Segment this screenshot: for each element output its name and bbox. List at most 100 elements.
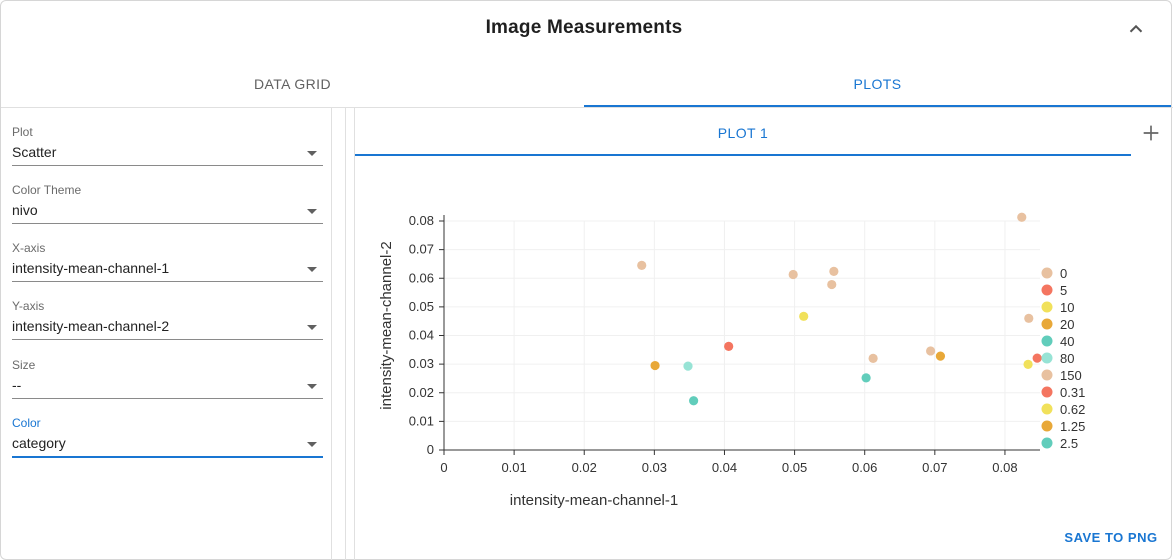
tab-plot-1[interactable]: PLOT 1 — [717, 125, 769, 141]
data-point — [1017, 212, 1027, 222]
legend-swatch — [1041, 369, 1053, 381]
field-underline — [12, 281, 323, 282]
y-tick-label: 0.07 — [409, 242, 434, 257]
y-tick-label: 0 — [427, 442, 434, 457]
data-point — [637, 260, 647, 270]
legend-label: 2.5 — [1060, 436, 1078, 451]
data-point — [650, 360, 660, 371]
plot-controls-sidebar: Plot Scatter Color Theme nivo X-axis int… — [1, 108, 331, 560]
legend-label: 10 — [1060, 300, 1074, 315]
dropdown-arrow-icon — [307, 151, 317, 156]
x-tick-label: 0.01 — [501, 460, 526, 475]
legend-swatch — [1041, 318, 1053, 330]
data-point — [829, 266, 839, 276]
data-point — [935, 351, 946, 361]
dropdown-arrow-icon — [307, 384, 317, 389]
data-point — [861, 373, 871, 383]
x-axis-value: intensity-mean-channel-1 — [12, 260, 170, 276]
dropdown-arrow-icon — [307, 442, 317, 447]
plot-area-border — [354, 108, 355, 560]
tab-indicator — [584, 105, 1171, 107]
color-select[interactable]: Color category — [12, 416, 323, 462]
x-tick-label: 0.07 — [922, 460, 947, 475]
plot-tab-indicator — [355, 154, 1131, 156]
field-underline — [12, 398, 323, 399]
y-tick-label: 0.04 — [409, 328, 434, 343]
color-theme-value: nivo — [12, 202, 38, 218]
field-underline — [12, 339, 323, 340]
legend-label: 5 — [1060, 283, 1067, 298]
legend-label: 0.62 — [1060, 402, 1085, 417]
y-tick-label: 0.08 — [409, 213, 434, 228]
tabs-divider — [1, 107, 1173, 108]
color-value: category — [12, 435, 66, 451]
panel-title: Image Measurements — [485, 17, 683, 38]
x-axis-title: intensity-mean-channel-1 — [510, 492, 678, 509]
legend-swatch — [1041, 267, 1053, 279]
resize-handle[interactable] — [345, 108, 346, 560]
color-theme-select[interactable]: Color Theme nivo — [12, 183, 323, 229]
legend-label: 150 — [1060, 368, 1082, 383]
data-point — [788, 269, 798, 280]
legend-label: 80 — [1060, 351, 1074, 366]
legend-label: 20 — [1060, 317, 1074, 332]
legend-label: 0 — [1060, 266, 1067, 281]
legend-swatch — [1041, 437, 1053, 449]
legend-swatch — [1041, 420, 1053, 432]
y-tick-label: 0.01 — [409, 413, 434, 428]
data-point — [1032, 353, 1042, 363]
save-to-png-button[interactable]: SAVE TO PNG — [1064, 530, 1158, 545]
size-select[interactable]: Size -- — [12, 358, 323, 404]
chevron-up-icon[interactable] — [1125, 18, 1147, 40]
tab-plots[interactable]: PLOTS — [853, 76, 902, 92]
dropdown-arrow-icon — [307, 267, 317, 272]
y-axis-select[interactable]: Y-axis intensity-mean-channel-2 — [12, 299, 323, 345]
data-point — [926, 346, 936, 356]
size-value: -- — [12, 377, 22, 393]
y-tick-label: 0.02 — [409, 385, 434, 400]
legend-label: 1.25 — [1060, 419, 1085, 434]
plot-type-select[interactable]: Plot Scatter — [12, 125, 323, 171]
plus-icon[interactable] — [1140, 122, 1162, 144]
dropdown-arrow-icon — [307, 325, 317, 330]
x-tick-label: 0.03 — [642, 460, 667, 475]
x-tick-label: 0.06 — [852, 460, 877, 475]
field-underline — [12, 456, 323, 458]
legend-swatch — [1041, 284, 1053, 296]
y-axis-title: intensity-mean-channel-2 — [378, 241, 395, 409]
legend-label: 40 — [1060, 334, 1074, 349]
legend-label: 0.31 — [1060, 385, 1085, 400]
tab-data-grid[interactable]: DATA GRID — [254, 76, 331, 92]
x-axis-label: X-axis — [12, 241, 46, 255]
color-label: Color — [12, 416, 41, 430]
data-point — [724, 341, 734, 351]
data-point — [868, 353, 878, 363]
y-tick-label: 0.03 — [409, 356, 434, 371]
x-tick-label: 0.08 — [992, 460, 1017, 475]
sidebar-divider — [331, 108, 332, 560]
y-tick-label: 0.06 — [409, 270, 434, 285]
y-axis-value: intensity-mean-channel-2 — [12, 318, 170, 334]
data-point — [1023, 359, 1033, 370]
dropdown-arrow-icon — [307, 209, 317, 214]
scatter-chart: 0 0.01 0.02 0.03 0.04 0.05 0.06 0.07 0.08 0 0.01 0.… — [378, 212, 1085, 509]
plot-type-value: Scatter — [12, 144, 57, 160]
data-point — [689, 396, 699, 406]
x-tick-label: 0.02 — [572, 460, 597, 475]
x-tick-label: 0 — [440, 460, 447, 475]
legend-swatch — [1041, 335, 1053, 347]
x-tick-label: 0.05 — [782, 460, 807, 475]
data-point — [799, 311, 809, 321]
data-point — [1024, 313, 1034, 323]
y-tick-label: 0.05 — [409, 299, 434, 314]
x-axis-select[interactable]: X-axis intensity-mean-channel-1 — [12, 241, 323, 287]
field-underline — [12, 223, 323, 224]
data-point — [827, 279, 837, 290]
color-theme-label: Color Theme — [12, 183, 82, 197]
legend-swatch — [1041, 301, 1053, 313]
x-tick-label: 0.04 — [712, 460, 737, 475]
legend-swatch — [1041, 386, 1053, 398]
legend-swatch — [1041, 403, 1053, 415]
y-axis-label: Y-axis — [12, 299, 45, 313]
